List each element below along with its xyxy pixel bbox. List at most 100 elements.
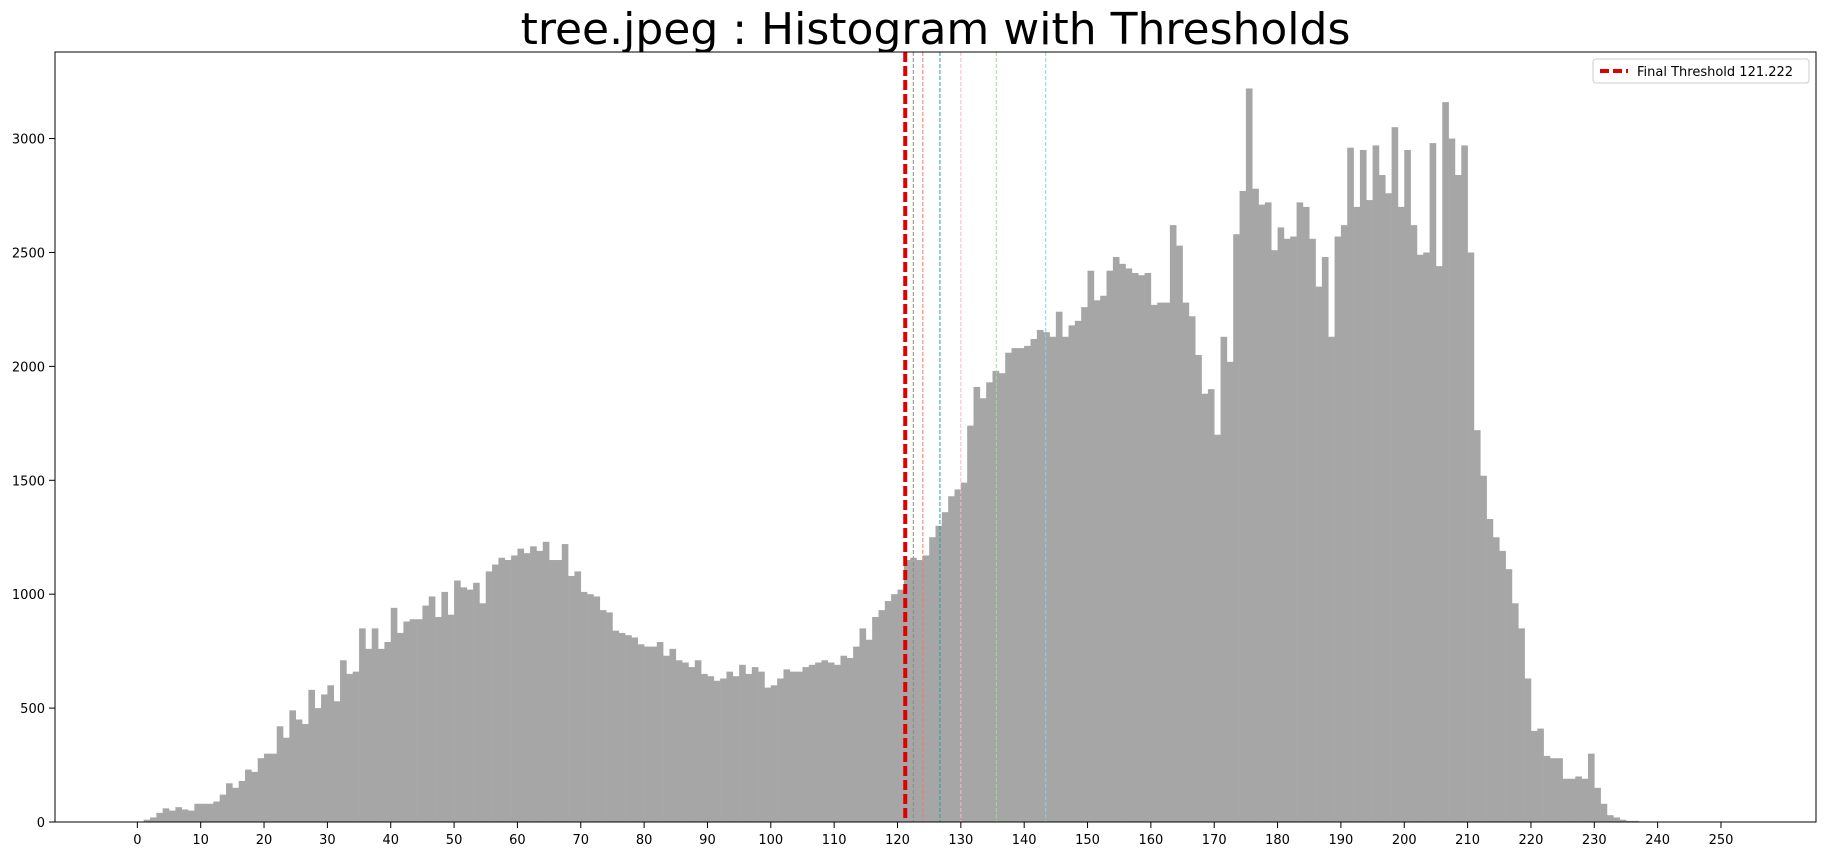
histogram-bar: [466, 589, 474, 822]
histogram-bar: [1492, 537, 1500, 822]
x-tick-label: 230: [1582, 833, 1607, 848]
histogram-bar: [935, 525, 943, 822]
x-tick-label: 180: [1265, 833, 1290, 848]
histogram-bar: [1442, 102, 1449, 823]
histogram-bar: [637, 644, 645, 822]
histogram-bar: [770, 685, 778, 822]
histogram-bar: [517, 548, 525, 822]
histogram-bar: [1530, 730, 1538, 822]
y-tick-label: 500: [20, 702, 45, 717]
histogram-bar: [1112, 257, 1120, 822]
histogram-bar: [707, 676, 715, 822]
histogram-bar: [922, 555, 930, 822]
x-tick-label: 210: [1455, 833, 1480, 848]
histogram-bar: [1315, 286, 1323, 822]
histogram-bar: [1321, 257, 1329, 822]
histogram-bar: [1106, 270, 1114, 822]
histogram-bar: [568, 575, 575, 822]
histogram-bar: [758, 671, 765, 822]
histogram-bar: [1461, 145, 1468, 822]
histogram-bar: [998, 373, 1006, 822]
histogram-bar: [1581, 778, 1589, 822]
x-tick-label: 30: [319, 833, 336, 848]
histogram-bar: [1378, 175, 1386, 822]
histogram-bar: [403, 621, 411, 822]
histogram-bar: [1119, 263, 1126, 822]
histogram-bar: [726, 671, 734, 822]
histogram-bar: [1188, 316, 1196, 822]
histogram-bar: [973, 386, 981, 822]
histogram-bar: [1486, 519, 1494, 822]
histogram-bar: [644, 646, 651, 822]
histogram-bar: [257, 758, 265, 822]
histogram-bar: [1499, 550, 1506, 822]
histogram-bar: [1277, 227, 1285, 822]
histogram-bar: [523, 553, 531, 822]
histogram-bar: [1283, 238, 1291, 823]
y-tick-label: 3000: [12, 133, 45, 148]
x-tick-label: 160: [1138, 833, 1163, 848]
histogram-bar: [1568, 778, 1576, 822]
histogram-bar: [340, 660, 347, 822]
histogram-bar: [1454, 175, 1462, 822]
histogram-bar: [1302, 206, 1310, 822]
histogram-bar: [479, 603, 487, 822]
histogram-bar: [827, 662, 835, 822]
histogram-bar: [181, 809, 189, 822]
histogram-bar: [365, 648, 373, 822]
x-tick-label: 130: [948, 833, 973, 848]
histogram-bar: [1252, 188, 1259, 822]
y-tick-label: 2500: [12, 246, 45, 261]
histogram-bar: [1448, 138, 1456, 822]
legend-box: [1592, 58, 1810, 84]
histogram-bar: [1005, 352, 1012, 822]
histogram-bar: [1138, 275, 1145, 822]
x-tick-label: 170: [1202, 833, 1227, 848]
histogram-bar: [739, 664, 746, 822]
histogram-bar: [783, 669, 791, 822]
y-tick-label: 1000: [12, 588, 45, 603]
histogram-bar: [872, 616, 879, 822]
histogram-bar: [530, 546, 537, 822]
histogram-bar: [1220, 336, 1228, 822]
histogram-bar: [1619, 819, 1627, 822]
histogram-bar: [650, 646, 658, 822]
histogram-bar: [1125, 268, 1133, 822]
histogram-bar: [1074, 320, 1082, 822]
histogram-bar: [1543, 755, 1551, 822]
x-tick-label: 220: [1519, 833, 1544, 848]
histogram-bar: [764, 687, 772, 822]
histogram-bar: [1271, 250, 1278, 822]
histogram-bar: [1524, 678, 1532, 822]
histogram-bar: [188, 810, 195, 822]
histogram-bar: [371, 628, 379, 822]
histogram-bar: [384, 642, 392, 822]
histogram-bar: [1214, 434, 1221, 822]
histogram-bar: [156, 812, 163, 822]
histogram-bar: [618, 632, 626, 822]
histogram-bar: [1549, 758, 1557, 822]
x-tick-label: 0: [133, 833, 141, 848]
histogram-bar: [283, 737, 290, 822]
histogram-bar: [979, 398, 987, 822]
histogram-bar: [1606, 815, 1614, 822]
histogram-bar: [1055, 311, 1063, 822]
histogram-bar: [802, 667, 810, 822]
histogram-bar: [352, 671, 360, 822]
histogram-bar: [245, 769, 252, 822]
histogram-bar: [460, 587, 468, 822]
histogram-bar: [789, 671, 797, 822]
x-tick-label: 240: [1645, 833, 1670, 848]
histogram-bar: [1334, 236, 1342, 822]
histogram-bar: [511, 555, 518, 822]
histogram-bar: [1518, 628, 1525, 822]
histogram-bar: [1385, 193, 1392, 823]
histogram-bar: [498, 557, 506, 822]
histogram-bar: [897, 589, 905, 822]
histogram-bar: [1036, 329, 1044, 822]
histogram-bar: [1435, 266, 1443, 822]
threshold-lines-layer: [903, 52, 1047, 822]
histogram-bar: [663, 655, 670, 822]
histogram-bar: [682, 662, 689, 822]
histogram-bar: [1043, 332, 1050, 822]
